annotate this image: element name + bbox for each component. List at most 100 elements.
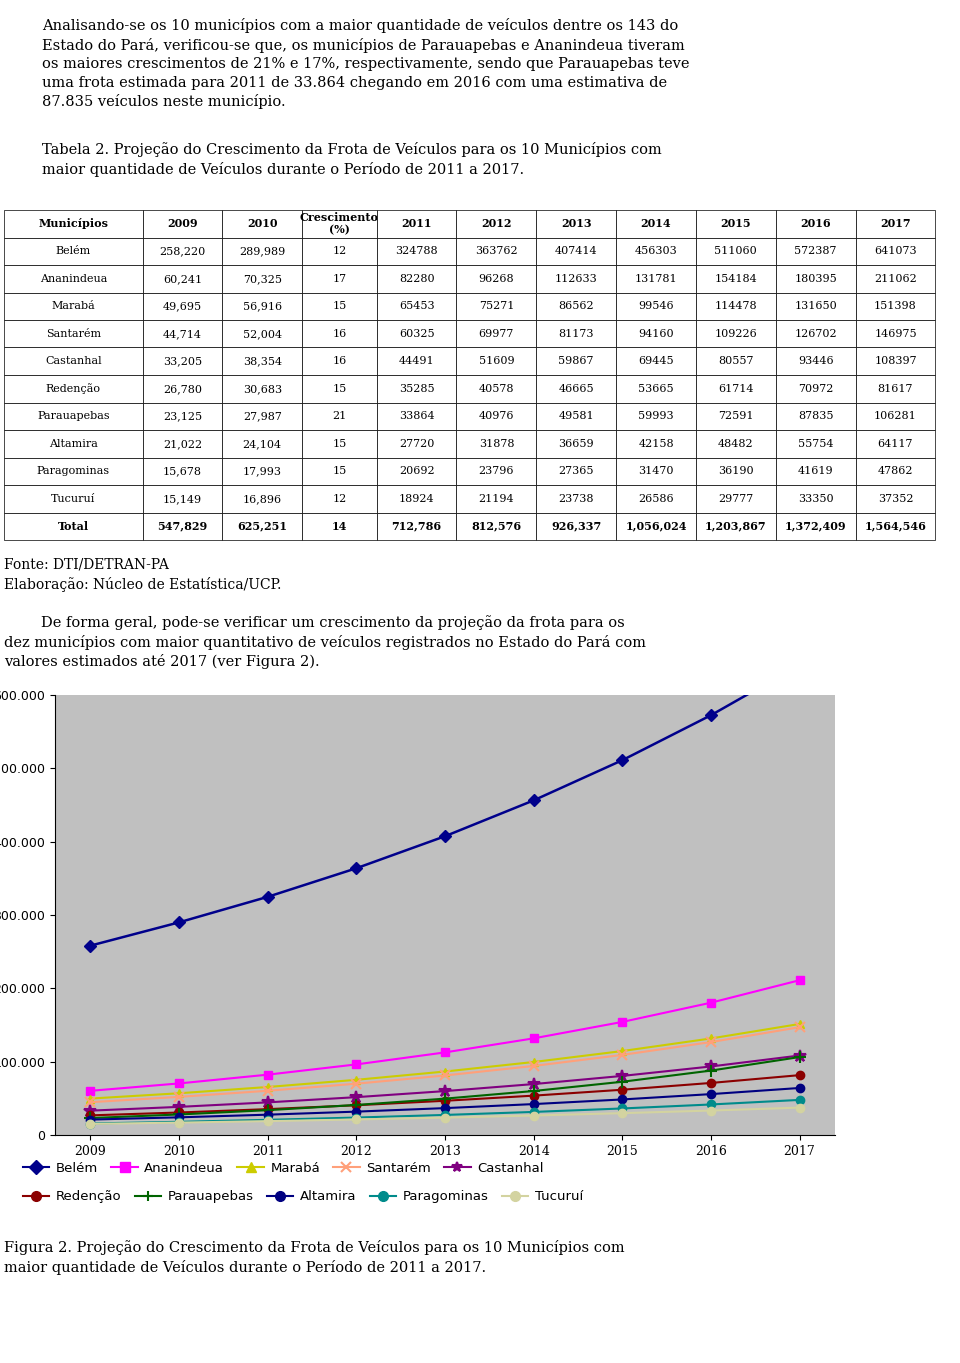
Redenção: [794, 1067, 805, 1084]
Altamira: [84, 1111, 96, 1127]
Paragominas: [616, 1100, 628, 1116]
Tucuruí: [528, 1107, 540, 1123]
Belém: [440, 829, 451, 845]
Santarém: [262, 1082, 274, 1099]
Belém: [794, 657, 805, 673]
Ananindeua: [794, 972, 805, 988]
Parauapebas: [174, 1107, 185, 1123]
Line: Tucuruí: Tucuruí: [86, 1104, 804, 1129]
Ananindeua: [262, 1066, 274, 1082]
Line: Ananindeua: Ananindeua: [86, 976, 804, 1094]
Line: Marabá: Marabá: [86, 1020, 804, 1103]
Marabá: [794, 1015, 805, 1032]
Castanhal: [84, 1103, 96, 1119]
Castanhal: [350, 1089, 362, 1105]
Castanhal: [794, 1047, 805, 1063]
Castanhal: [616, 1067, 628, 1084]
Santarém: [706, 1035, 717, 1051]
Parauapebas: [528, 1082, 540, 1099]
Text: Fonte: DTI/DETRAN-PA
Elaboração: Núcleo de Estatística/UCP.: Fonte: DTI/DETRAN-PA Elaboração: Núcleo …: [4, 557, 281, 592]
Altamira: [794, 1079, 805, 1096]
Tucuruí: [616, 1105, 628, 1122]
Line: Altamira: Altamira: [86, 1084, 804, 1123]
Text: Figura 2. Projeção do Crescimento da Frota de Veículos para os 10 Municípios com: Figura 2. Projeção do Crescimento da Fro…: [4, 1240, 625, 1274]
Parauapebas: [440, 1090, 451, 1107]
Paragominas: [706, 1096, 717, 1112]
Line: Redenção: Redenção: [86, 1071, 804, 1119]
Belém: [174, 915, 185, 931]
Altamira: [528, 1096, 540, 1112]
Paragominas: [262, 1112, 274, 1129]
Ananindeua: [440, 1044, 451, 1060]
Marabá: [174, 1085, 185, 1101]
Paragominas: [174, 1114, 185, 1130]
Paragominas: [350, 1109, 362, 1126]
Ananindeua: [174, 1075, 185, 1092]
Belém: [350, 860, 362, 876]
Line: Santarém: Santarém: [85, 1022, 804, 1107]
Ananindeua: [706, 995, 717, 1011]
Belém: [262, 889, 274, 905]
Tucuruí: [174, 1115, 185, 1131]
Paragominas: [84, 1115, 96, 1131]
Redenção: [262, 1101, 274, 1118]
Santarém: [350, 1075, 362, 1092]
Redenção: [616, 1082, 628, 1099]
Tucuruí: [440, 1109, 451, 1126]
Belém: [84, 938, 96, 954]
Belém: [528, 792, 540, 808]
Tucuruí: [706, 1103, 717, 1119]
Text: Analisando-se os 10 municípios com a maior quantidade de veículos dentre os 143 : Analisando-se os 10 municípios com a mai…: [42, 18, 689, 109]
Ananindeua: [350, 1056, 362, 1073]
Ananindeua: [528, 1030, 540, 1047]
Paragominas: [440, 1107, 451, 1123]
Tucuruí: [84, 1116, 96, 1133]
Castanhal: [528, 1075, 540, 1092]
Paragominas: [528, 1104, 540, 1120]
Line: Belém: Belém: [86, 661, 804, 950]
Marabá: [350, 1071, 362, 1088]
Santarém: [528, 1058, 540, 1074]
Legend: Redenção, Parauapebas, Altamira, Paragominas, Tucuruí: Redenção, Parauapebas, Altamira, Paragom…: [17, 1184, 588, 1209]
Ananindeua: [84, 1082, 96, 1099]
Redenção: [706, 1075, 717, 1092]
Parauapebas: [794, 1050, 805, 1066]
Marabá: [262, 1079, 274, 1096]
Marabá: [84, 1090, 96, 1107]
Line: Paragominas: Paragominas: [86, 1096, 804, 1127]
Parauapebas: [350, 1097, 362, 1114]
Tucuruí: [350, 1111, 362, 1127]
Altamira: [350, 1104, 362, 1120]
Santarém: [794, 1020, 805, 1036]
Belém: [706, 707, 717, 724]
Altamira: [262, 1107, 274, 1123]
Marabá: [706, 1030, 717, 1047]
Altamira: [616, 1092, 628, 1108]
Redenção: [84, 1107, 96, 1123]
Castanhal: [440, 1084, 451, 1100]
Line: Parauapebas: Parauapebas: [84, 1051, 805, 1123]
Parauapebas: [84, 1109, 96, 1126]
Castanhal: [262, 1094, 274, 1111]
Santarém: [440, 1067, 451, 1084]
Belém: [616, 752, 628, 769]
Santarém: [174, 1089, 185, 1105]
Ananindeua: [616, 1014, 628, 1030]
Altamira: [706, 1086, 717, 1103]
Tucuruí: [262, 1114, 274, 1130]
Paragominas: [794, 1092, 805, 1108]
Santarém: [84, 1094, 96, 1111]
Marabá: [616, 1043, 628, 1059]
Tucuruí: [794, 1100, 805, 1116]
Text: De forma geral, pode-se verificar um crescimento da projeção da frota para os
de: De forma geral, pode-se verificar um cre…: [4, 615, 646, 669]
Santarém: [616, 1047, 628, 1063]
Parauapebas: [262, 1103, 274, 1119]
Redenção: [350, 1097, 362, 1114]
Text: Tabela 2. Projeção do Crescimento da Frota de Veículos para os 10 Municípios com: Tabela 2. Projeção do Crescimento da Fro…: [42, 142, 661, 177]
Marabá: [440, 1063, 451, 1079]
Redenção: [440, 1093, 451, 1109]
Altamira: [174, 1109, 185, 1126]
Redenção: [174, 1104, 185, 1120]
Castanhal: [174, 1099, 185, 1115]
Altamira: [440, 1100, 451, 1116]
